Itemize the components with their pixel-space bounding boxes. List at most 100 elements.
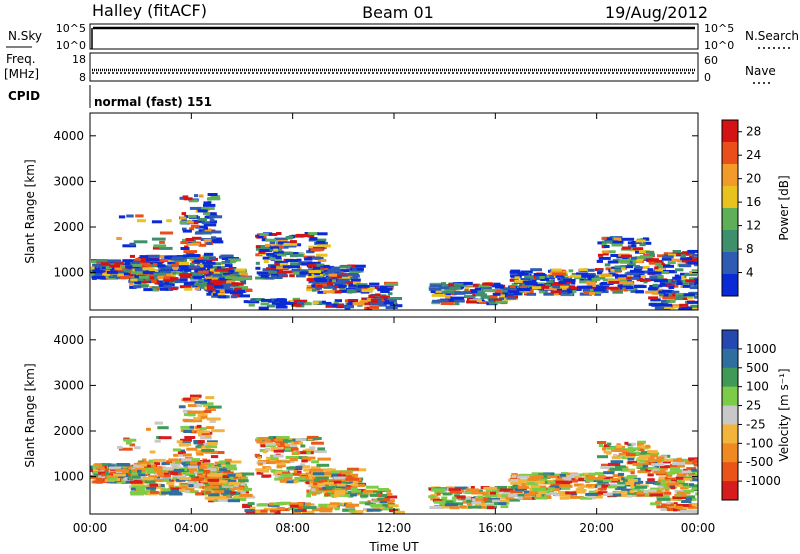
heatmap-cell bbox=[278, 262, 289, 266]
heatmap-cell bbox=[172, 267, 178, 271]
heatmap-cell bbox=[657, 254, 668, 258]
heatmap-cell bbox=[193, 276, 202, 280]
heatmap-cell bbox=[130, 480, 143, 484]
heatmap-cell bbox=[483, 486, 497, 490]
heatmap-cell bbox=[523, 280, 532, 284]
heatmap-cell bbox=[197, 209, 208, 213]
heatmap-cell bbox=[441, 290, 455, 294]
heatmap-cell bbox=[293, 480, 299, 484]
heatmap-cell bbox=[275, 459, 282, 463]
colorbar-swatch bbox=[722, 405, 738, 425]
heatmap-cell bbox=[173, 259, 184, 263]
heatmap-cell bbox=[277, 507, 285, 510]
heatmap-cell bbox=[520, 286, 527, 290]
heatmap-cell bbox=[274, 438, 283, 442]
heatmap-cell bbox=[127, 265, 135, 269]
heatmap-cell bbox=[676, 473, 687, 477]
heatmap-cell bbox=[214, 461, 219, 465]
heatmap-cell bbox=[187, 413, 196, 417]
heatmap-cell bbox=[689, 286, 698, 290]
heatmap-cell bbox=[472, 501, 482, 505]
heatmap-cell bbox=[559, 496, 570, 500]
heatmap-cell bbox=[179, 275, 191, 279]
heatmap-cell bbox=[269, 257, 276, 261]
heatmap-cell bbox=[260, 298, 272, 302]
heatmap-cell bbox=[290, 447, 299, 451]
heatmap-cell bbox=[467, 283, 480, 287]
heatmap-cell bbox=[279, 301, 291, 305]
heatmap-cell bbox=[187, 214, 197, 218]
heatmap-cell bbox=[122, 244, 137, 248]
heatmap-cell bbox=[523, 490, 530, 494]
heatmap-cell bbox=[346, 289, 355, 293]
heatmap-cell bbox=[606, 451, 611, 455]
heatmap-cell bbox=[668, 286, 675, 289]
heatmap-cell bbox=[551, 268, 562, 272]
heatmap-cell bbox=[179, 488, 189, 492]
heatmap-cell bbox=[184, 268, 192, 272]
heatmap-cell bbox=[196, 430, 210, 434]
heatmap-cell bbox=[230, 491, 236, 495]
heatmap-cell bbox=[319, 506, 334, 510]
heatmap-cell bbox=[622, 246, 631, 250]
heatmap-cell bbox=[293, 441, 299, 445]
heatmap-cell bbox=[311, 508, 324, 512]
heatmap-cell bbox=[621, 468, 635, 472]
heatmap-cell bbox=[300, 438, 315, 441]
heatmap-cell bbox=[594, 477, 609, 481]
heatmap-cell bbox=[541, 285, 550, 289]
heatmap-cell bbox=[505, 496, 514, 500]
heatmap-cell bbox=[311, 460, 320, 464]
heatmap-cell bbox=[274, 262, 280, 266]
heatmap-cell bbox=[581, 274, 595, 278]
heatmap-cell bbox=[178, 405, 186, 409]
heatmap-cell bbox=[265, 466, 272, 470]
heatmap-cell bbox=[256, 503, 268, 507]
heatmap-cell bbox=[305, 458, 311, 462]
heatmap-cell bbox=[597, 241, 603, 245]
heatmap-cell bbox=[168, 484, 175, 488]
colorbar-tick-label: -100 bbox=[746, 436, 773, 450]
heatmap-cell bbox=[218, 480, 228, 484]
heatmap-cell bbox=[642, 265, 650, 269]
heatmap-cell bbox=[517, 475, 531, 479]
heatmap-cell bbox=[266, 252, 278, 256]
heatmap-cell bbox=[232, 486, 243, 490]
heatmap-cell bbox=[210, 230, 222, 234]
heatmap-cell bbox=[130, 486, 145, 490]
heatmap-cell bbox=[647, 478, 655, 482]
heatmap-cell bbox=[514, 279, 529, 283]
heatmap-cell bbox=[448, 488, 461, 492]
heatmap-cell bbox=[285, 259, 299, 262]
heatmap-cell bbox=[550, 290, 562, 294]
heatmap-cell bbox=[359, 301, 373, 305]
heatmap-cell bbox=[146, 466, 154, 470]
heatmap-cell bbox=[154, 281, 160, 285]
heatmap-cell bbox=[148, 475, 158, 479]
heatmap-cell bbox=[206, 284, 213, 288]
heatmap-cell bbox=[530, 485, 541, 489]
heatmap-cell bbox=[654, 266, 659, 270]
heatmap-cells bbox=[90, 394, 698, 514]
heatmap-cell bbox=[169, 274, 176, 278]
heatmap-cell bbox=[545, 283, 551, 287]
heatmap-cell bbox=[233, 271, 242, 275]
heatmap-cell bbox=[591, 278, 601, 281]
heatmap-cell bbox=[610, 460, 624, 464]
heatmap-cell bbox=[603, 476, 614, 480]
heatmap-cell bbox=[511, 493, 525, 497]
heatmap-cell bbox=[432, 499, 446, 503]
heatmap-cell bbox=[204, 215, 213, 219]
heatmap-cell bbox=[285, 236, 294, 239]
heatmap-cell bbox=[195, 259, 205, 263]
heatmap-cell bbox=[471, 491, 486, 495]
heatmap-cell bbox=[669, 497, 678, 501]
heatmap-cell bbox=[343, 474, 355, 478]
heatmap-cell bbox=[180, 485, 188, 489]
heatmap-cell bbox=[142, 477, 154, 480]
heatmap-cell bbox=[560, 483, 571, 487]
heatmap-cell bbox=[668, 253, 677, 257]
heatmap-cell bbox=[199, 194, 204, 198]
heatmap-cell bbox=[221, 471, 234, 475]
heatmap-cell bbox=[200, 479, 210, 483]
